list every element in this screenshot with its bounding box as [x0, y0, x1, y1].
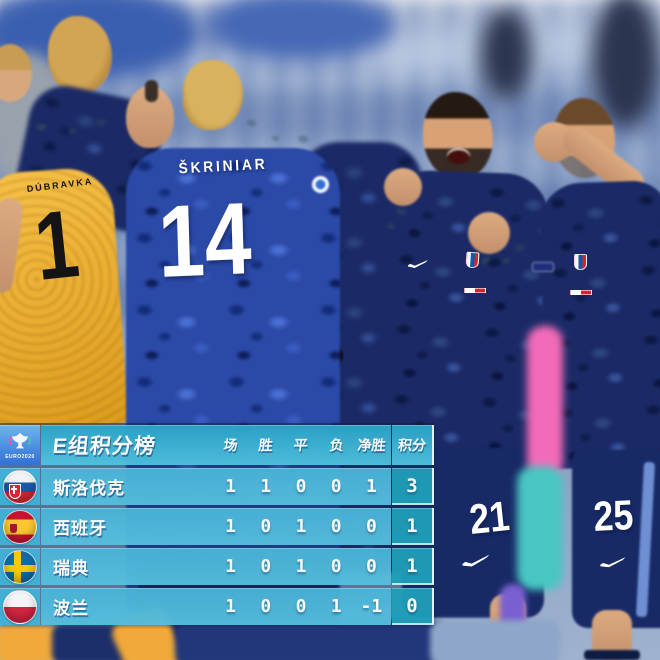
column-headers: 场 胜 平 负 净胜: [213, 425, 389, 465]
stat-played: 1: [225, 516, 237, 537]
stat-played: 1: [225, 596, 237, 617]
col-header-gd: 净胜: [356, 437, 387, 453]
stat-won: 1: [260, 476, 272, 497]
team-name: 斯洛伐克: [53, 479, 125, 498]
team-stats: 1 1 0 0 1: [213, 468, 389, 505]
stat-played: 1: [225, 556, 237, 577]
stat-gd: -1: [360, 596, 383, 617]
stat-gd: 0: [365, 516, 377, 537]
points-cell: 3: [392, 468, 434, 505]
stat-points: 0: [406, 594, 418, 617]
col-header-played: 场: [222, 437, 239, 453]
col-header-points-cell: 积分: [392, 425, 434, 465]
team-name: 西班牙: [53, 519, 107, 538]
stat-draw: 1: [295, 556, 307, 577]
slovakia-crest-25: [574, 254, 587, 270]
stat-points: 1: [406, 554, 418, 577]
standings-table: EURO2020 E组积分榜 场 胜 平 负 净胜 积分: [0, 425, 434, 625]
match-flags-patch-duris: [464, 288, 486, 293]
bottom-navy-2: [175, 620, 440, 660]
stat-gd: 1: [365, 476, 377, 497]
flag-cell: [0, 588, 40, 625]
team-stats: 1 0 1 0 0: [213, 508, 389, 545]
euro2020-logo: EURO2020: [0, 425, 40, 465]
stat-points: 3: [406, 474, 418, 497]
points-cell: 1: [392, 548, 434, 585]
sweden-flag: [3, 549, 37, 584]
team-cell: 波兰 1 0 0 1 -1: [41, 588, 391, 625]
table-row-poland: 波兰 1 0 0 1 -1 0: [0, 588, 434, 625]
col-header-won: 胜: [257, 437, 274, 453]
col-header-draw: 平: [293, 437, 309, 453]
stat-lost: 1: [330, 596, 342, 617]
player25-sock: [584, 650, 640, 660]
team-stats: 1 0 0 1 -1: [213, 588, 389, 625]
table-row-sweden: 瑞典 1 0 1 0 0 1: [0, 548, 434, 585]
hamsik-mohawk: [145, 80, 158, 102]
crowd-silhouette-1: [480, 8, 532, 100]
duris-head: [423, 92, 493, 180]
table-title-cell: E组积分榜 场 胜 平 负 净胜: [41, 425, 391, 465]
teal-blob: [517, 466, 563, 590]
euro-sleeve-patch: [312, 176, 329, 193]
player25-shorts-number: 25: [592, 490, 635, 541]
slovakia-crest-duris: [465, 251, 480, 269]
duris-fist-left: [384, 168, 422, 206]
bottom-yellow-1: [0, 624, 58, 660]
respect-patch-25: [532, 262, 554, 272]
blond-player-head: [48, 16, 112, 94]
team-cell: 瑞典 1 0 1 0 0: [41, 548, 391, 585]
team-cell: 西班牙 1 0 1 0 0: [41, 508, 391, 545]
stat-won: 0: [260, 596, 272, 617]
stat-played: 1: [225, 476, 237, 497]
spain-flag: [3, 509, 37, 544]
flag-cell: [0, 468, 40, 505]
euro2020-logo-text: EURO2020: [5, 453, 35, 460]
bottom-lightblue: [430, 620, 560, 660]
table-row-spain: 西班牙 1 0 1 0 0 1: [0, 508, 434, 545]
duris-open-mouth: [447, 148, 470, 164]
flag-cell: [0, 548, 40, 585]
slovakia-flag: [3, 469, 37, 504]
crowd-blob-mid: [205, 0, 395, 60]
euro-trophy-icon: [8, 432, 32, 448]
team-name: 波兰: [53, 599, 89, 618]
team-cell: 斯洛伐克 1 1 0 0 1: [41, 468, 391, 505]
stat-won: 0: [260, 556, 272, 577]
stat-lost: 0: [330, 516, 342, 537]
stat-gd: 0: [365, 556, 377, 577]
stat-draw: 1: [295, 516, 307, 537]
duris-fist-right: [468, 212, 510, 254]
crowd-silhouette-2: [592, 0, 660, 127]
table-header-row: EURO2020 E组积分榜 场 胜 平 负 净胜 积分: [0, 425, 434, 465]
col-header-lost: 负: [328, 437, 345, 453]
match-flags-patch-25: [570, 290, 592, 295]
col-header-points: 积分: [397, 437, 427, 453]
duris-shorts-number: 21: [467, 492, 512, 543]
team-stats: 1 0 1 0 0: [213, 548, 389, 585]
flag-cell: [0, 508, 40, 545]
stat-lost: 0: [330, 476, 342, 497]
stat-points: 1: [406, 514, 418, 537]
skriniar-jersey-number: 14: [156, 181, 253, 299]
team-name: 瑞典: [53, 559, 89, 578]
stat-won: 0: [260, 516, 272, 537]
points-cell: 0: [392, 588, 434, 625]
table-row-slovakia: 斯洛伐克 1 1 0 0 1 3: [0, 468, 434, 505]
stat-draw: 0: [295, 476, 307, 497]
skriniar-head: [183, 60, 243, 130]
pink-bib-blob: [527, 326, 563, 478]
poland-flag: [3, 589, 37, 624]
stat-lost: 0: [330, 556, 342, 577]
stat-draw: 0: [295, 596, 307, 617]
points-cell: 1: [392, 508, 434, 545]
table-title: E组积分榜: [51, 435, 158, 458]
